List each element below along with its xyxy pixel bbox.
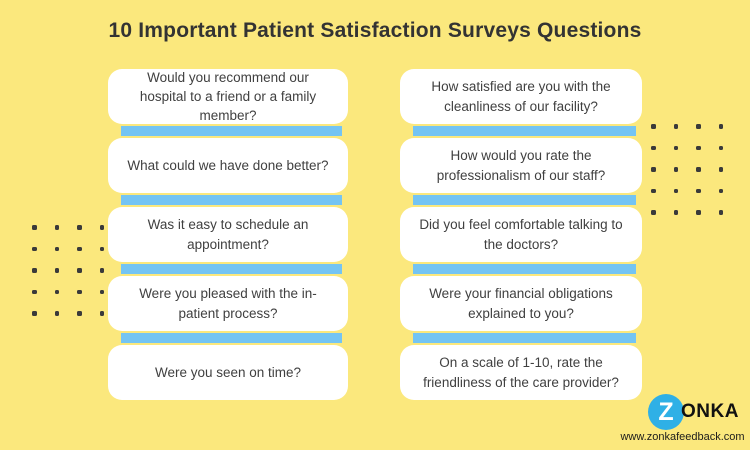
dot: [32, 268, 37, 273]
website-url: www.zonkafeedback.com: [620, 431, 745, 443]
dot: [673, 210, 678, 215]
zonka-logo-text: onka: [681, 401, 739, 422]
dot: [696, 145, 701, 150]
question-text: How would you rate the professionalism o…: [436, 148, 606, 183]
dot: [54, 246, 59, 251]
question-column-right: How satisfied are you with the cleanline…: [400, 69, 642, 400]
question-text: Was it easy to schedule an appointment?: [147, 217, 309, 252]
dot: [651, 124, 656, 129]
dot: [99, 246, 104, 251]
dot: [673, 188, 678, 193]
question-text: Were you seen on time?: [154, 364, 302, 380]
dot: [32, 246, 37, 251]
dot: [32, 311, 37, 316]
dot: [718, 167, 723, 172]
dot: [32, 289, 37, 294]
dot: [32, 225, 37, 230]
question-card: Did you feel comfortable talking to the …: [400, 207, 642, 262]
question-text: What could we have done better?: [127, 157, 329, 173]
dot: [696, 124, 701, 129]
question-text: Were you pleased with the in-patient pro…: [139, 286, 317, 321]
dot: [54, 289, 59, 294]
accent-bar: [121, 195, 342, 205]
dot: [77, 268, 82, 273]
accent-bar: [121, 264, 342, 274]
question-card: Were you pleased with the in-patient pro…: [108, 276, 348, 331]
accent-bar: [121, 333, 342, 343]
accent-bar: [413, 333, 636, 343]
dot-pattern-right: [651, 124, 723, 215]
dot: [54, 268, 59, 273]
dot: [696, 188, 701, 193]
dot: [651, 188, 656, 193]
question-text: Did you feel comfortable talking to the …: [419, 217, 623, 252]
accent-bar: [413, 126, 636, 136]
dot: [718, 124, 723, 129]
question-text: How satisfied are you with the cleanline…: [431, 79, 611, 114]
question-card: What could we have done better?: [108, 138, 348, 193]
question-card: How satisfied are you with the cleanline…: [400, 69, 642, 124]
dot: [54, 311, 59, 316]
dot: [696, 167, 701, 172]
dot: [77, 311, 82, 316]
zonka-logo-z-icon: Z: [648, 394, 684, 430]
dot: [696, 210, 701, 215]
accent-bar: [413, 195, 636, 205]
dot: [673, 167, 678, 172]
dot: [651, 167, 656, 172]
dot: [99, 268, 104, 273]
question-card: How would you rate the professionalism o…: [400, 138, 642, 193]
dot: [54, 225, 59, 230]
question-card: Would you recommend our hospital to a fr…: [108, 69, 348, 124]
dot: [99, 289, 104, 294]
dot: [718, 210, 723, 215]
dot: [673, 145, 678, 150]
question-text: Were your financial obligations explaine…: [429, 286, 613, 321]
dot-pattern-left: [32, 225, 104, 316]
dot: [718, 145, 723, 150]
dot: [77, 246, 82, 251]
zonka-logo: Z onka: [648, 394, 739, 430]
question-card: Were you seen on time?: [108, 345, 348, 400]
question-card: On a scale of 1-10, rate the friendlines…: [400, 345, 642, 400]
question-card: Were your financial obligations explaine…: [400, 276, 642, 331]
dot: [99, 311, 104, 316]
question-card: Was it easy to schedule an appointment?: [108, 207, 348, 262]
dot: [651, 210, 656, 215]
accent-bar: [413, 264, 636, 274]
question-column-left: Would you recommend our hospital to a fr…: [108, 69, 348, 400]
question-text: Would you recommend our hospital to a fr…: [139, 69, 317, 124]
page-title: 10 Important Patient Satisfaction Survey…: [108, 19, 642, 42]
dot: [718, 188, 723, 193]
accent-bar: [121, 126, 342, 136]
dot: [77, 289, 82, 294]
dot: [77, 225, 82, 230]
dot: [673, 124, 678, 129]
dot: [651, 145, 656, 150]
question-text: On a scale of 1-10, rate the friendlines…: [423, 355, 619, 390]
dot: [99, 225, 104, 230]
